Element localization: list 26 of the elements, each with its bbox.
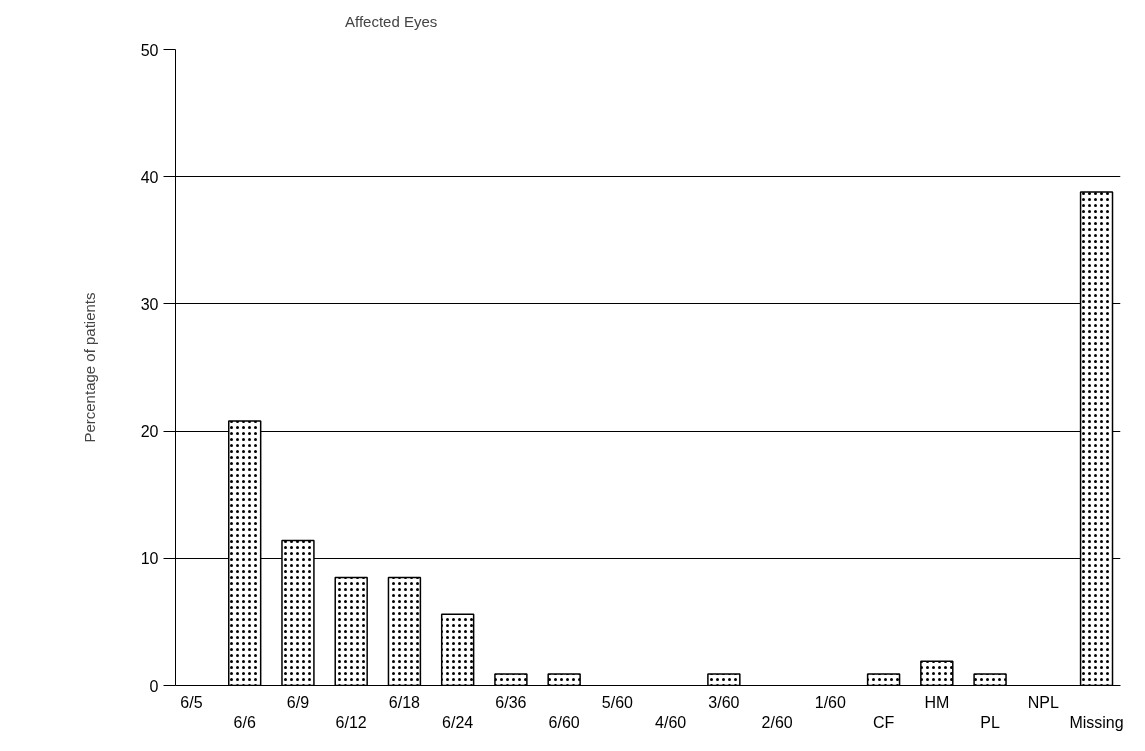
x-tick-label: Missing (1069, 713, 1124, 731)
x-tick-label: 1/60 (814, 693, 847, 711)
y-axis-title: Percentage of patients (80, 292, 98, 443)
x-tick-label: 6/18 (388, 693, 421, 711)
x-tick-label: PL (980, 713, 1000, 731)
y-tick-label: 40 (140, 168, 159, 186)
x-tick-label: 6/12 (335, 713, 367, 731)
y-tick-label: 0 (149, 677, 159, 695)
x-tick-label: 6/9 (286, 693, 310, 711)
x-tick-label: 5/60 (601, 693, 634, 711)
x-tick-label: NPL (1027, 693, 1059, 711)
x-tick-label: 6/5 (180, 693, 203, 711)
x-tick-label: 2/60 (761, 713, 793, 731)
x-tick-label: 6/6 (233, 713, 256, 731)
y-tick-label: 20 (140, 423, 159, 441)
y-tick-label: 30 (140, 295, 159, 313)
x-tick-label: 6/60 (548, 713, 580, 731)
x-tick-label: 6/24 (442, 713, 474, 731)
y-tick-label: 10 (140, 550, 159, 568)
x-tick-label: 3/60 (708, 693, 740, 711)
x-tick-label: 6/36 (495, 693, 527, 711)
text: Affected Eyes (345, 13, 438, 30)
x-tick-label: CF (872, 713, 895, 731)
x-tick-label: 4/60 (655, 713, 687, 731)
x-tick-label: HM (924, 693, 950, 711)
y-tick-label: 50 (140, 41, 159, 59)
